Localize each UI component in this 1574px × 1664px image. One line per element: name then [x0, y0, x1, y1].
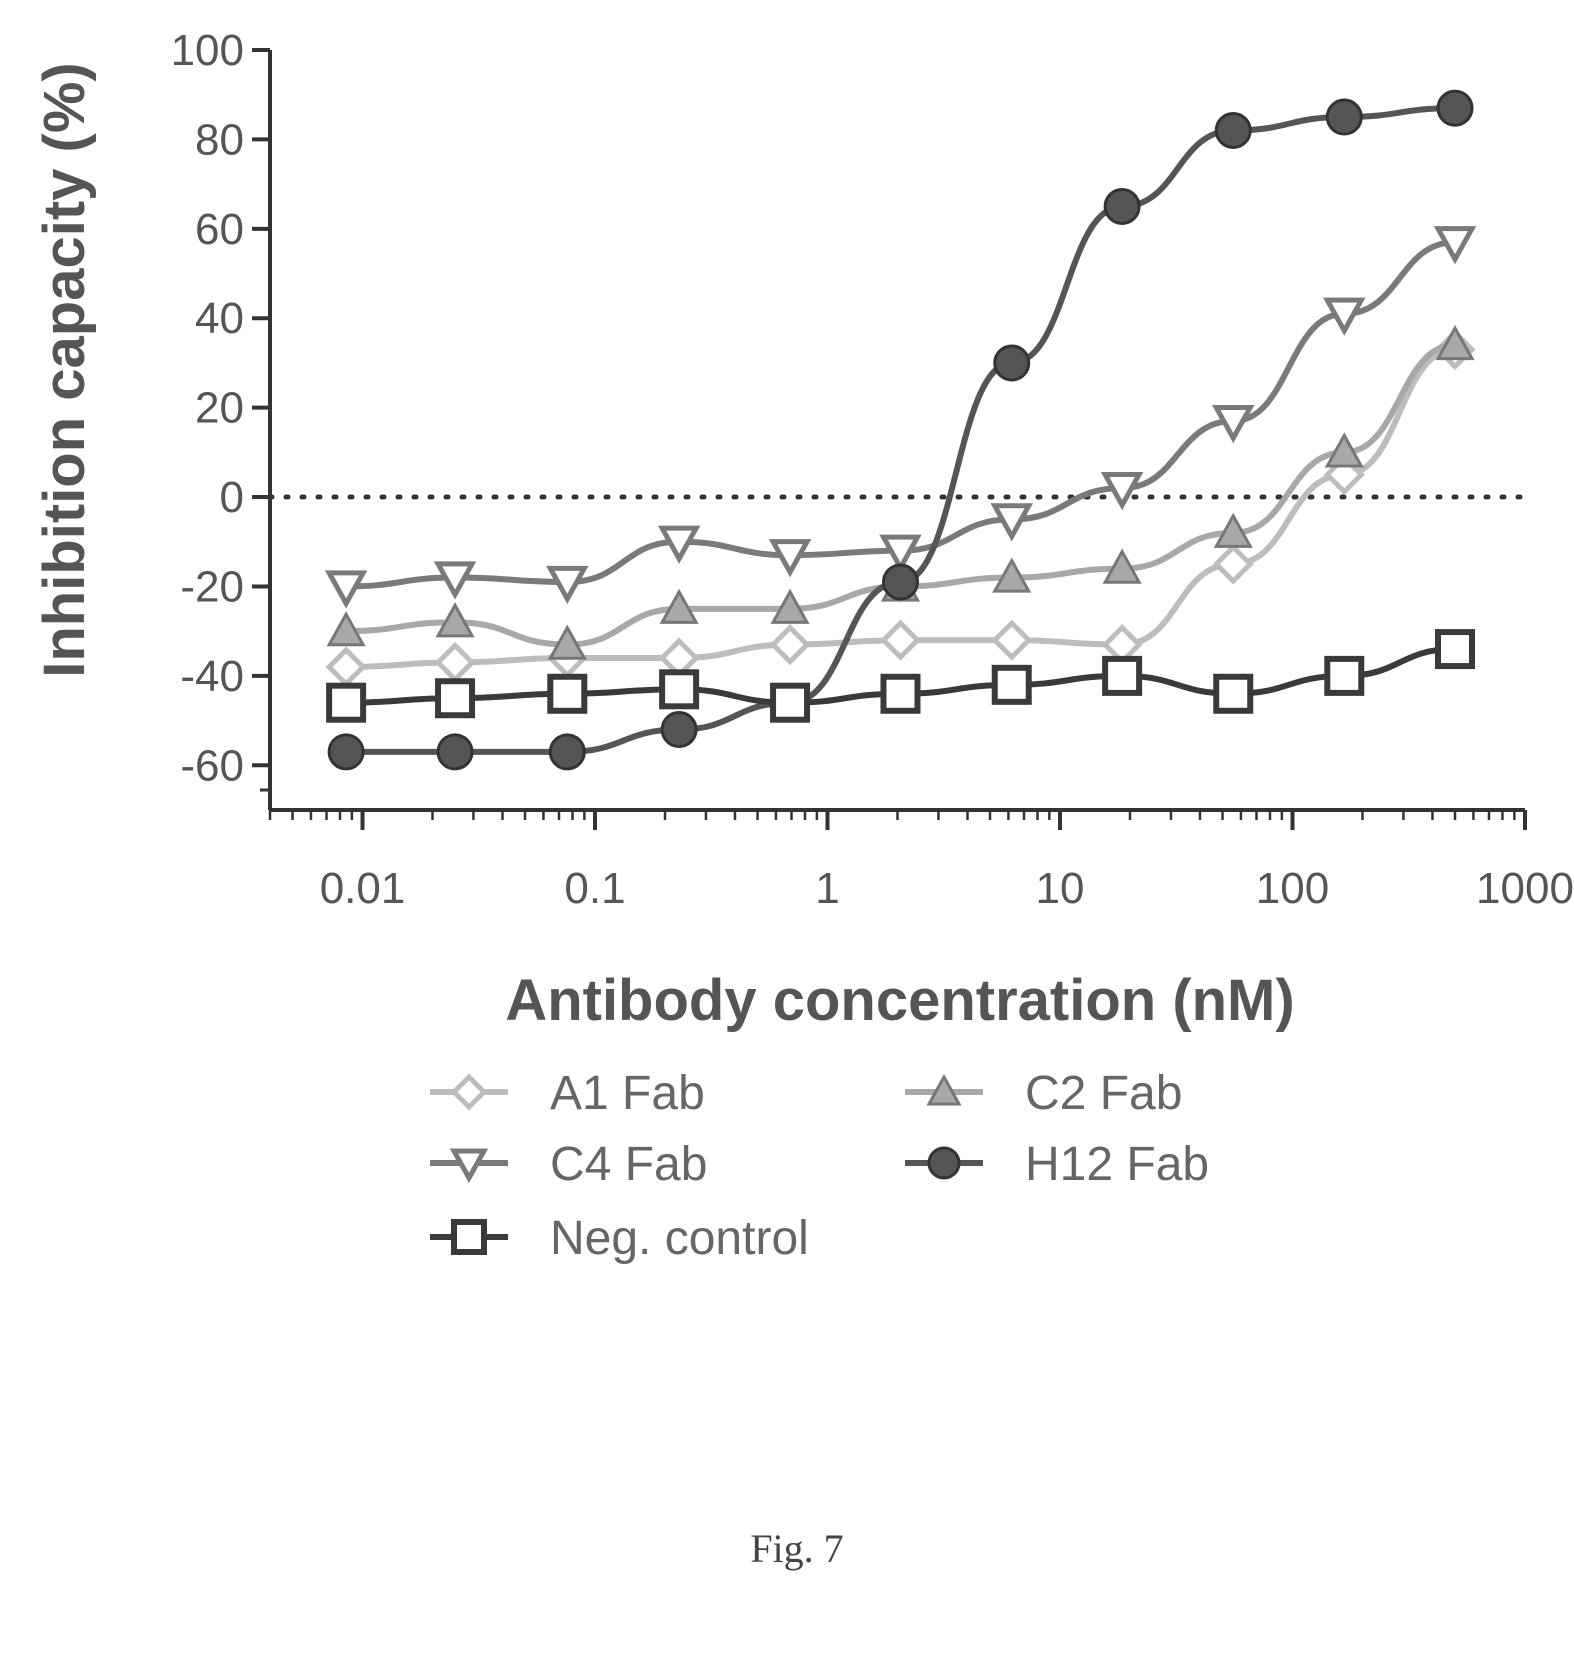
x-tick-label: 100: [1256, 864, 1329, 913]
data-point-h12-fab: [660, 711, 698, 749]
data-point-neg-control: [880, 673, 921, 714]
data-point-neg-control: [991, 664, 1032, 705]
data-point-c4-fab: [546, 565, 589, 605]
y-tick-label: -60: [180, 741, 244, 790]
data-point-c4-fab: [324, 570, 368, 609]
data-point-h12-fab: [881, 563, 919, 601]
data-point-h12-fab: [1436, 89, 1474, 127]
x-tick-label: 0.1: [564, 864, 625, 913]
legend-item-c2-fab: C2 Fab: [905, 1067, 1182, 1120]
data-point-a1-fab: [769, 624, 811, 666]
data-point-h12-fab: [1103, 187, 1141, 225]
x-axis-title: Antibody concentration (nM): [505, 968, 1294, 1033]
data-point-h12-fab: [993, 344, 1031, 382]
data-point-neg-control: [770, 682, 811, 723]
series-line-a1-fab: [346, 346, 1456, 670]
legend-item-h12-fab: H12 Fab: [905, 1138, 1209, 1191]
x-tick-label: 10: [1036, 864, 1085, 913]
data-point-neg-control: [1213, 673, 1254, 714]
data-point-neg-control: [1102, 655, 1143, 696]
legend-marker: [449, 1148, 489, 1184]
data-point-h12-fab: [327, 733, 365, 771]
data-point-a1-fab: [1212, 543, 1254, 585]
series-line-c2-fab: [346, 342, 1456, 648]
data-point-h12-fab: [1325, 98, 1363, 136]
data-point-c2-fab: [326, 611, 366, 647]
data-point-c4-fab: [768, 539, 812, 578]
plot-area: 100 80 60 40 20 0 -20 -40 -60 0.01 0.1 1 10 100 1000: [171, 26, 1574, 913]
data-point-neg-control: [1324, 655, 1365, 696]
data-point-c2-fab: [770, 588, 810, 624]
data-point-c4-fab: [1100, 472, 1144, 511]
data-point-c4-fab: [990, 503, 1033, 542]
legend-item-a1-fab: A1 Fab: [430, 1067, 705, 1120]
y-tick-label: 0: [220, 473, 244, 522]
x-tick-label: 1000: [1476, 864, 1574, 913]
data-point-c4-fab: [1433, 226, 1477, 265]
legend-label: A1 Fab: [550, 1067, 705, 1120]
data-point-a1-fab: [325, 646, 367, 688]
data-point-c4-fab: [1211, 404, 1255, 444]
figure-caption: Fig. 7: [750, 1526, 843, 1571]
data-point-c2-fab: [547, 624, 587, 660]
y-tick-label: 40: [195, 294, 244, 343]
y-tick-label: 20: [195, 384, 244, 433]
legend-marker: [451, 1219, 487, 1255]
data-point-a1-fab: [434, 641, 476, 684]
data-point-c2-fab: [992, 557, 1032, 593]
y-tick-label: 80: [195, 115, 244, 164]
data-point-c2-fab: [435, 602, 475, 638]
y-tick-label: -40: [180, 652, 244, 701]
legend-label: H12 Fab: [1025, 1138, 1209, 1191]
data-point-a1-fab: [879, 619, 922, 661]
data-point-h12-fab: [548, 733, 586, 771]
series-neg-control: [326, 629, 1476, 723]
legend-label: C2 Fab: [1025, 1067, 1182, 1120]
legend-label: C4 Fab: [550, 1138, 707, 1191]
data-point-c2-fab: [1435, 324, 1475, 361]
data-point-c4-fab: [433, 561, 477, 600]
data-point-h12-fab: [436, 733, 474, 771]
data-point-c4-fab: [879, 534, 922, 573]
legend-marker: [927, 1146, 961, 1180]
data-point-h12-fab: [1214, 111, 1252, 149]
legend-item-neg-control: Neg. control: [430, 1212, 809, 1265]
data-point-c4-fab: [657, 525, 701, 564]
data-point-a1-fab: [991, 619, 1033, 661]
legend-marker: [926, 1073, 962, 1106]
y-tick-label: -20: [180, 562, 244, 611]
data-point-c2-fab: [1102, 548, 1142, 584]
series-c4-fab: [324, 226, 1477, 609]
data-point-c2-fab: [1324, 432, 1364, 468]
y-axis-title: Inhibition capacity (%): [32, 62, 97, 678]
data-point-neg-control: [1435, 629, 1476, 670]
y-tick-label: 60: [195, 205, 244, 254]
data-point-neg-control: [547, 673, 588, 714]
x-tick-label: 0.01: [320, 864, 406, 913]
data-point-c4-fab: [1323, 297, 1366, 336]
data-point-neg-control: [435, 678, 476, 719]
series-c2-fab: [326, 324, 1475, 660]
legend-item-c4-fab: C4 Fab: [430, 1138, 707, 1191]
legend-marker: [450, 1073, 488, 1111]
series-h12-fab: [327, 89, 1474, 771]
chart-marks: [324, 89, 1477, 771]
data-point-c2-fab: [659, 588, 699, 624]
data-point-neg-control: [659, 669, 700, 710]
data-point-c2-fab: [1213, 512, 1253, 548]
x-tick-label: 1: [815, 864, 839, 913]
data-point-neg-control: [326, 682, 367, 723]
legend-label: Neg. control: [550, 1212, 809, 1265]
legend: A1 Fab C2 Fab C4 Fab H12 Fab Neg. control: [430, 1067, 1209, 1265]
y-tick-label: 100: [171, 26, 244, 75]
